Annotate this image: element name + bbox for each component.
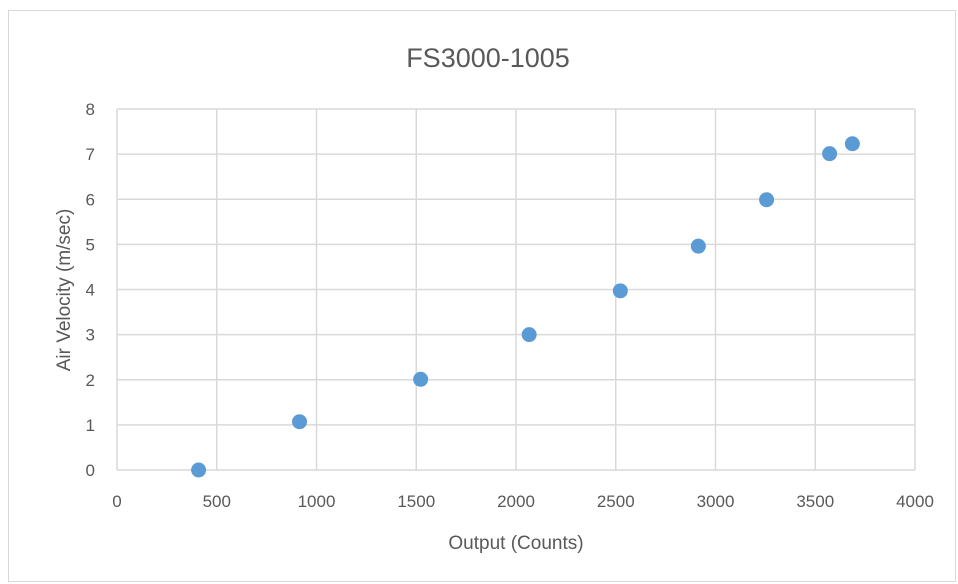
x-tick-labels: 0 500 1000 1500 2000 2500 3000 3500 4000 xyxy=(112,492,934,511)
y-axis-title: Air Velocity (m/sec) xyxy=(54,209,75,372)
x-tick-label: 0 xyxy=(112,492,121,511)
data-point xyxy=(759,192,775,208)
chart-frame xyxy=(8,10,956,582)
x-tick-label: 4000 xyxy=(896,492,934,511)
x-tick-label: 1500 xyxy=(397,492,435,511)
x-tick-label: 1000 xyxy=(298,492,336,511)
y-tick-label: 3 xyxy=(86,326,95,345)
y-tick-label: 8 xyxy=(86,100,95,119)
x-tick-label: 2000 xyxy=(497,492,535,511)
data-point xyxy=(292,414,308,430)
x-tick-label: 2500 xyxy=(597,492,635,511)
data-point xyxy=(191,462,207,478)
x-tick-label: 3500 xyxy=(796,492,834,511)
y-tick-label: 6 xyxy=(86,190,95,209)
y-tick-label: 7 xyxy=(86,145,95,164)
data-point xyxy=(413,371,429,387)
data-point xyxy=(612,283,628,299)
data-point xyxy=(521,327,537,343)
data-point xyxy=(822,146,838,162)
chart-title: FS3000-1005 xyxy=(406,43,570,73)
gridlines xyxy=(116,108,916,471)
x-axis-title: Output (Counts) xyxy=(448,533,583,554)
y-tick-labels: 0 1 2 3 4 5 6 7 8 xyxy=(86,100,95,480)
y-tick-label: 5 xyxy=(86,235,95,254)
x-tick-label: 500 xyxy=(203,492,231,511)
y-tick-label: 0 xyxy=(86,461,95,480)
x-tick-label: 3000 xyxy=(697,492,735,511)
y-tick-label: 4 xyxy=(86,281,95,300)
y-tick-label: 1 xyxy=(86,416,95,435)
y-tick-label: 2 xyxy=(86,371,95,390)
data-points xyxy=(191,136,860,478)
data-point xyxy=(844,136,860,152)
data-point xyxy=(690,238,706,254)
